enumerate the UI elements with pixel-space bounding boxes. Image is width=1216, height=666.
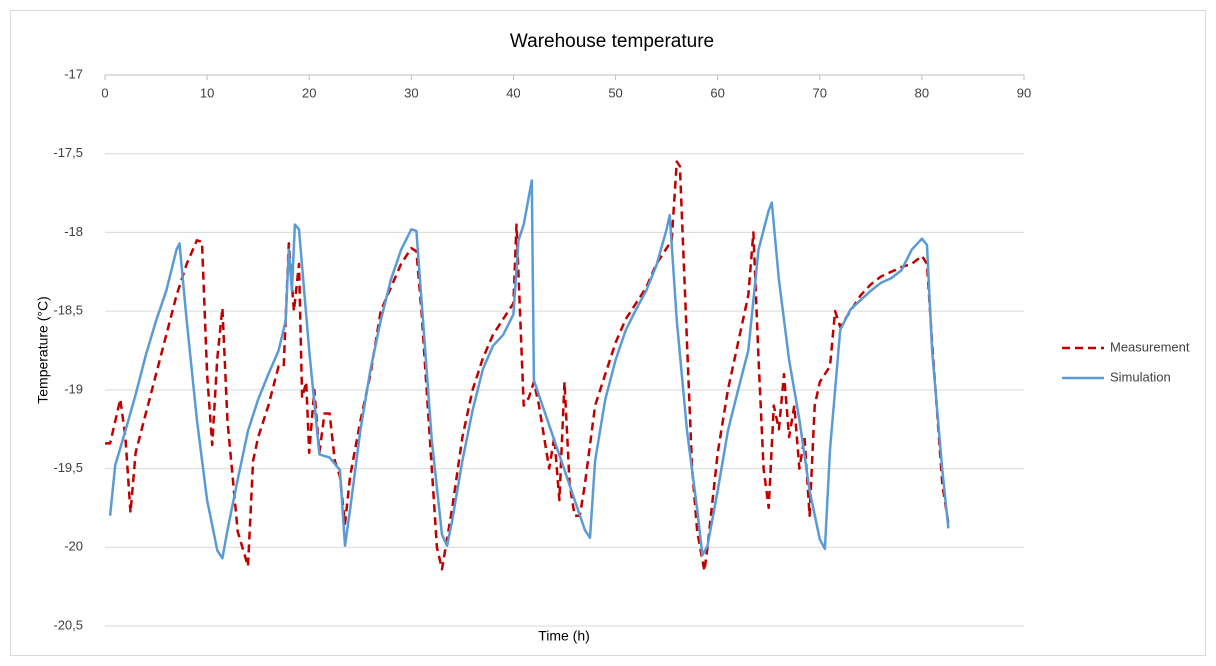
x-tick-label: 50 [608, 85, 622, 100]
y-tick-label: -19 [64, 381, 83, 396]
x-axis-title: Time (h) [538, 628, 590, 644]
y-tick-label: -19,5 [53, 460, 83, 475]
y-tick-label: -18 [64, 224, 83, 239]
chart-title: Warehouse temperature [510, 31, 714, 52]
chart-border [10, 10, 1206, 656]
series-line [108, 179, 950, 560]
series-line [105, 160, 950, 573]
x-tick-label: 40 [506, 85, 520, 100]
x-tick-label: 10 [200, 85, 214, 100]
x-tick-label: 80 [915, 85, 929, 100]
x-tick-label: 60 [710, 85, 724, 100]
y-tick-label: -20 [64, 539, 83, 554]
x-tick-label: 70 [813, 85, 827, 100]
legend-label: Simulation [1110, 369, 1171, 384]
legend-label: Measurement [1110, 339, 1190, 354]
y-tick-label: -20,5 [53, 617, 83, 632]
x-tick-label: 30 [404, 85, 418, 100]
y-tick-label: -17 [64, 66, 83, 81]
y-tick-label: -17,5 [53, 145, 83, 160]
y-axis-title: Temperature (°C) [35, 296, 51, 404]
x-tick-label: 20 [302, 85, 316, 100]
y-tick-label: -18,5 [53, 303, 83, 318]
x-tick-label: 0 [101, 85, 108, 100]
x-tick-label: 90 [1017, 85, 1031, 100]
